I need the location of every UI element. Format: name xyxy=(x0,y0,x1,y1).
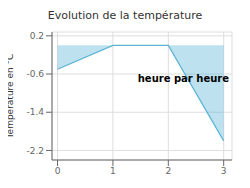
svg-text:0.2: 0.2 xyxy=(30,31,44,41)
svg-text:-0.6: -0.6 xyxy=(26,69,44,79)
svg-text:1: 1 xyxy=(110,166,116,176)
svg-text:2: 2 xyxy=(165,166,171,176)
svg-text:Température en °C: Température en °C xyxy=(8,54,15,140)
svg-text:-1.4: -1.4 xyxy=(26,107,44,117)
svg-text:3: 3 xyxy=(221,166,227,176)
svg-text:0: 0 xyxy=(55,166,61,176)
html-text:heure par heure: heure par heure xyxy=(137,72,229,84)
svg-text:-2.2: -2.2 xyxy=(26,146,44,156)
html-text:Evolution de la température: Evolution de la température xyxy=(47,9,203,22)
